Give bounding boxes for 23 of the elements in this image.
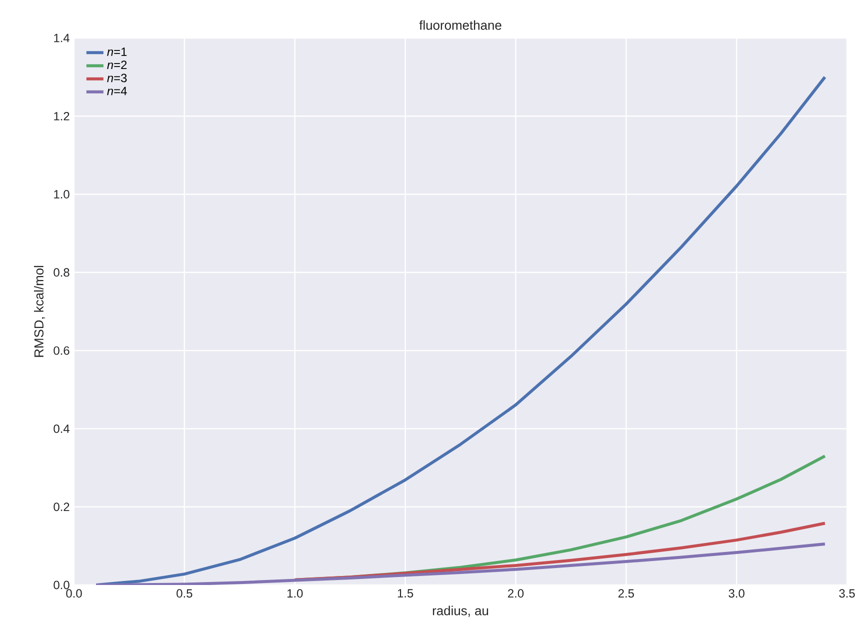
legend-label: n=1 xyxy=(107,48,127,56)
y-tick-label: 0.4 xyxy=(54,424,70,433)
x-tick-label: 1.0 xyxy=(287,589,303,598)
x-tick-label: 0.5 xyxy=(176,589,192,598)
legend-label: n=2 xyxy=(107,60,127,69)
y-tick-label: 0.8 xyxy=(54,268,70,277)
y-tick-label: 0.0 xyxy=(54,580,70,590)
legend-label: n=4 xyxy=(107,86,127,96)
x-tick-label: 3.5 xyxy=(839,589,855,598)
x-tick-label: 2.0 xyxy=(508,589,524,598)
x-tick-label: 1.5 xyxy=(398,589,414,598)
x-tick-label: 0.0 xyxy=(66,589,82,598)
legend-label: n=3 xyxy=(107,74,127,82)
x-tick-label: 3.0 xyxy=(728,589,744,598)
y-tick-label: 1.2 xyxy=(54,112,70,120)
y-tick-label: 0.6 xyxy=(54,346,70,355)
y-tick-label: 1.0 xyxy=(54,190,70,198)
chart-title: fluoromethane xyxy=(419,20,502,30)
y-tick-label: 0.2 xyxy=(54,502,70,512)
y-axis-title: RMSD, kcal/mol xyxy=(34,266,46,357)
y-tick-label: 1.4 xyxy=(54,34,70,42)
x-axis-title: radius, au xyxy=(432,606,488,617)
x-tick-label: 2.5 xyxy=(618,589,634,598)
